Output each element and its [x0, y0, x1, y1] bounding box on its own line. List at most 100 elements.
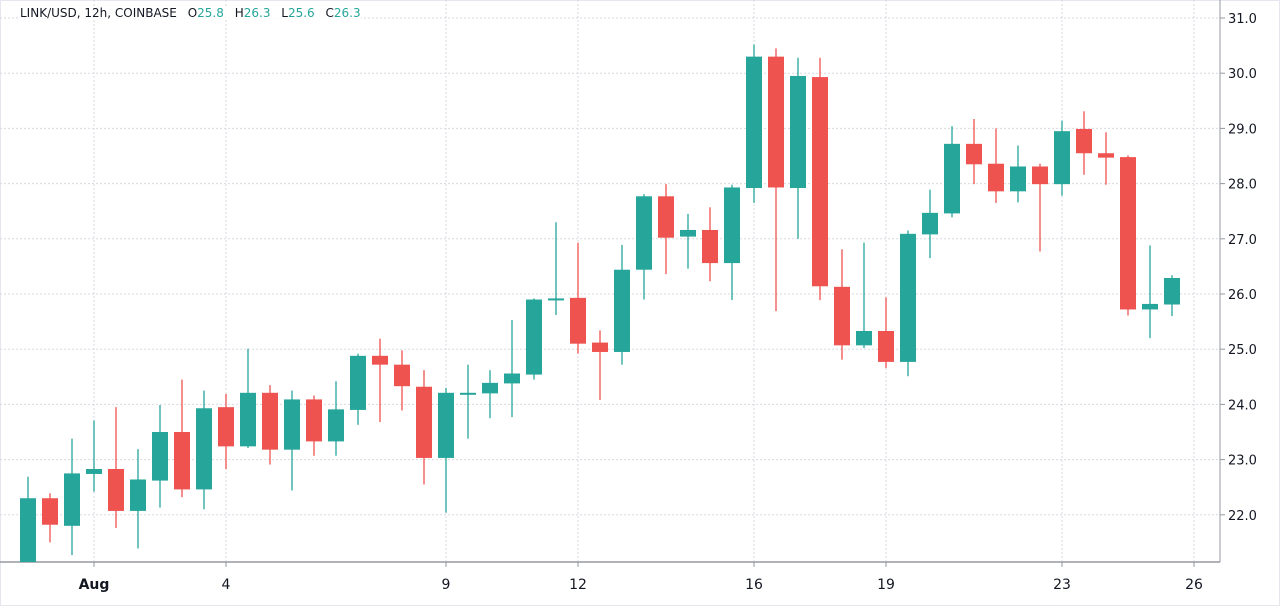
candle-body [768, 56, 784, 188]
candle-up[interactable] [1164, 275, 1180, 317]
candle-up[interactable] [350, 353, 366, 425]
candle-body [108, 468, 124, 511]
candle-down[interactable] [262, 385, 278, 465]
y-tick-label: 25.0 [1228, 343, 1257, 358]
candle-body [856, 330, 872, 346]
close-label: C [325, 6, 334, 20]
candle-body [416, 386, 432, 458]
candle-up[interactable] [152, 404, 168, 508]
candle-down[interactable] [988, 128, 1004, 203]
candle-body [724, 187, 740, 264]
candle-up[interactable] [790, 57, 806, 239]
candle-down[interactable] [218, 393, 234, 469]
candle-body [1142, 303, 1158, 310]
candle-body [812, 77, 828, 287]
candle-down[interactable] [108, 407, 124, 529]
candle-down[interactable] [372, 338, 388, 423]
x-tick-label: 12 [569, 577, 587, 593]
candle-body [680, 229, 696, 237]
candle-up[interactable] [1142, 245, 1158, 339]
x-tick-label: 26 [1185, 577, 1203, 593]
candle-body [1032, 166, 1048, 185]
candle-up[interactable] [20, 476, 36, 570]
candle-body [262, 392, 278, 450]
candle-up[interactable] [680, 213, 696, 269]
candle-up[interactable] [1010, 145, 1026, 203]
candle-up[interactable] [328, 381, 344, 456]
candle-up[interactable] [856, 242, 872, 349]
candle-up[interactable] [196, 390, 212, 510]
candle-body [130, 479, 146, 511]
candle-up[interactable] [482, 370, 498, 419]
candle-body [1010, 166, 1026, 192]
candle-body [548, 298, 564, 301]
candle-down[interactable] [812, 57, 828, 301]
candle-up[interactable] [900, 230, 916, 377]
candle-body [218, 407, 234, 447]
close-value: 26.3 [333, 6, 361, 20]
candle-up[interactable] [526, 298, 542, 380]
candle-down[interactable] [834, 249, 850, 360]
candle-down[interactable] [174, 379, 190, 498]
candle-body [570, 297, 586, 344]
candle-up[interactable] [636, 194, 652, 300]
candle-down[interactable] [878, 297, 894, 368]
candle-up[interactable] [1054, 120, 1070, 196]
candle-up[interactable] [724, 184, 740, 301]
candle-up[interactable] [284, 390, 300, 491]
candle-up[interactable] [614, 244, 630, 365]
candle-body [240, 392, 256, 447]
candle-body [504, 373, 520, 384]
candle-body [790, 75, 806, 189]
candle-body [1098, 153, 1114, 158]
candle-up[interactable] [64, 438, 80, 556]
y-tick-label: 22.0 [1228, 509, 1257, 524]
candle-up[interactable] [240, 348, 256, 449]
candle-down[interactable] [416, 370, 432, 485]
candle-body [1164, 277, 1180, 305]
candle-down[interactable] [966, 119, 982, 185]
candle-body [1076, 128, 1092, 154]
candle-body [878, 330, 894, 362]
candle-up[interactable] [438, 387, 454, 513]
candle-up[interactable] [504, 319, 520, 418]
candle-down[interactable] [42, 493, 58, 543]
candle-down[interactable] [570, 242, 586, 354]
candle-down[interactable] [592, 330, 608, 400]
candle-body [988, 163, 1004, 192]
candle-body [42, 498, 58, 525]
candle-body [966, 143, 982, 165]
candle-down[interactable] [768, 48, 784, 312]
candle-down[interactable] [1098, 132, 1114, 185]
candle-body [306, 399, 322, 442]
candle-down[interactable] [306, 395, 322, 456]
candle-body [152, 432, 168, 481]
candle-body [174, 432, 190, 490]
candle-body [394, 364, 410, 387]
candle-body [350, 355, 366, 410]
candle-up[interactable] [130, 449, 146, 549]
candle-up[interactable] [922, 189, 938, 259]
candle-down[interactable] [1120, 155, 1136, 316]
candle-body [834, 286, 850, 346]
candle-body [922, 212, 938, 235]
candle-up[interactable] [944, 126, 960, 218]
candle-up[interactable] [460, 364, 476, 439]
low-value: 25.6 [287, 6, 315, 20]
candle-body [86, 468, 102, 474]
symbol-legend: LINK/USD, 12h, COINBASE O25.8 H26.3 L25.… [20, 6, 361, 20]
candle-body [284, 399, 300, 450]
candle-down[interactable] [1032, 163, 1048, 252]
candle-down[interactable] [1076, 111, 1092, 175]
candle-up[interactable] [746, 44, 762, 203]
y-tick-label: 24.0 [1228, 398, 1257, 413]
high-value: 26.3 [243, 6, 271, 20]
candle-up[interactable] [86, 420, 102, 492]
candle-down[interactable] [394, 350, 410, 411]
candle-down[interactable] [702, 207, 718, 282]
candle-body [636, 196, 652, 270]
candle-body [592, 342, 608, 352]
candle-down[interactable] [658, 184, 674, 275]
candle-up[interactable] [548, 222, 564, 315]
